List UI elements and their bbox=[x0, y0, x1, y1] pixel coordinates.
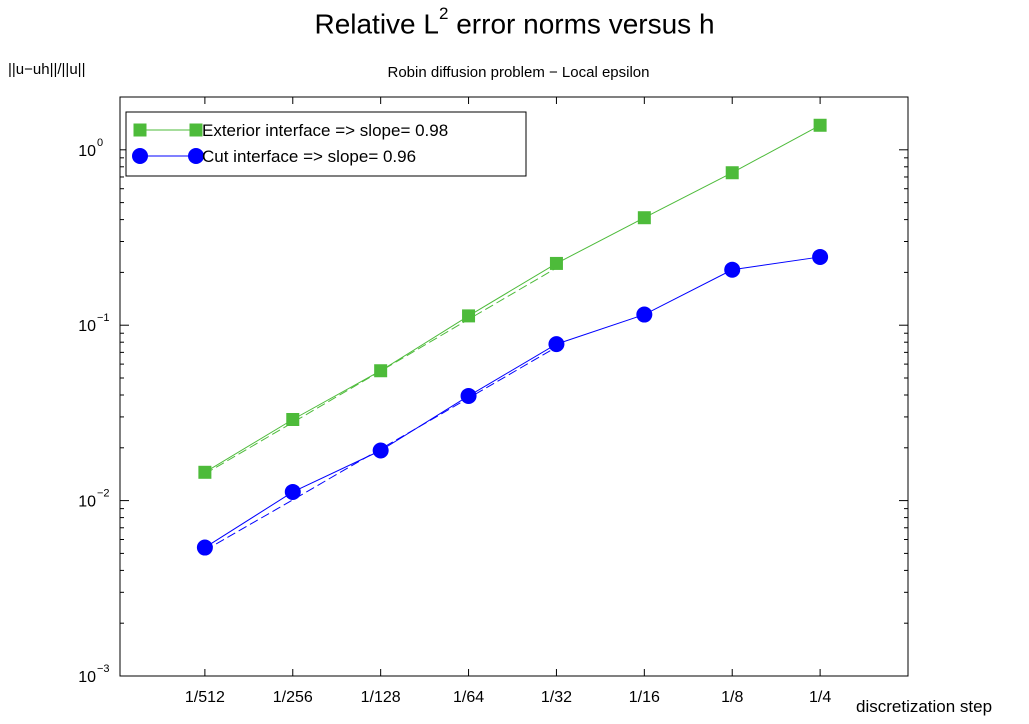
legend-marker-circle bbox=[132, 148, 148, 164]
y-tick-exponent: −3 bbox=[97, 663, 110, 675]
legend-marker-circle bbox=[188, 148, 204, 164]
data-point-circle bbox=[812, 248, 829, 265]
data-point-square bbox=[198, 465, 212, 479]
x-tick-label: 1/8 bbox=[721, 689, 743, 706]
x-tick-label: 1/32 bbox=[541, 689, 572, 706]
chart-title-main: Relative L bbox=[314, 8, 439, 40]
y-tick-exponent: −1 bbox=[97, 312, 110, 324]
y-tick-label: 10 bbox=[78, 669, 96, 686]
chart-title-superscript: 2 bbox=[438, 4, 449, 23]
data-point-circle bbox=[636, 306, 653, 323]
data-point-square bbox=[725, 166, 739, 180]
data-point-square bbox=[374, 364, 388, 378]
chart-title-rest: error norms versus h bbox=[448, 8, 715, 40]
y-tick-label: 10 bbox=[78, 318, 96, 335]
x-tick-label: 1/256 bbox=[273, 689, 313, 706]
data-point-circle bbox=[548, 336, 565, 353]
x-tick-label: 1/4 bbox=[809, 689, 831, 706]
legend-item: Exterior interface => slope= 0.98 bbox=[133, 121, 448, 140]
legend-item: Cut interface => slope= 0.96 bbox=[132, 147, 416, 166]
series-line bbox=[204, 124, 821, 473]
legend-label: Exterior interface => slope= 0.98 bbox=[202, 121, 448, 140]
y-axis-label: ||u−uh||/||u|| bbox=[8, 61, 86, 78]
y-tick-exponent: −2 bbox=[97, 488, 110, 500]
legend-box bbox=[125, 111, 527, 177]
y-tick-label: 10 bbox=[78, 494, 96, 511]
series-cut-interface bbox=[196, 248, 829, 556]
legend-marker-square bbox=[189, 123, 203, 137]
data-point-square bbox=[813, 118, 827, 132]
series-layer bbox=[196, 118, 829, 556]
data-point-circle bbox=[196, 539, 213, 556]
data-point-square bbox=[549, 256, 563, 270]
legend: Exterior interface => slope= 0.98 Cut int… bbox=[125, 111, 527, 177]
data-point-circle bbox=[460, 387, 477, 404]
chart-title: Relative L2 error norms versus h bbox=[0, 4, 1029, 40]
y-tick-exponent: 0 bbox=[97, 137, 103, 149]
series-line bbox=[204, 256, 821, 548]
series-exterior-interface bbox=[198, 118, 827, 479]
y-tick-label: 10 bbox=[78, 143, 96, 160]
legend-marker-square bbox=[133, 123, 147, 137]
legend-label: Cut interface => slope= 0.96 bbox=[202, 147, 416, 166]
data-point-circle bbox=[372, 442, 389, 459]
x-tick-label: 1/128 bbox=[361, 689, 401, 706]
chart-subtitle: Robin diffusion problem − Local epsilon bbox=[387, 64, 650, 81]
data-point-square bbox=[462, 309, 476, 323]
data-point-circle bbox=[724, 261, 741, 278]
x-axis-label: discretization step bbox=[856, 697, 993, 716]
x-tick-label: 1/512 bbox=[185, 689, 225, 706]
data-point-square bbox=[286, 412, 300, 426]
x-tick-label: 1/16 bbox=[629, 689, 660, 706]
plot-frame bbox=[119, 96, 909, 677]
data-point-square bbox=[637, 211, 651, 225]
x-tick-label: 1/64 bbox=[453, 689, 484, 706]
data-point-circle bbox=[284, 483, 301, 500]
